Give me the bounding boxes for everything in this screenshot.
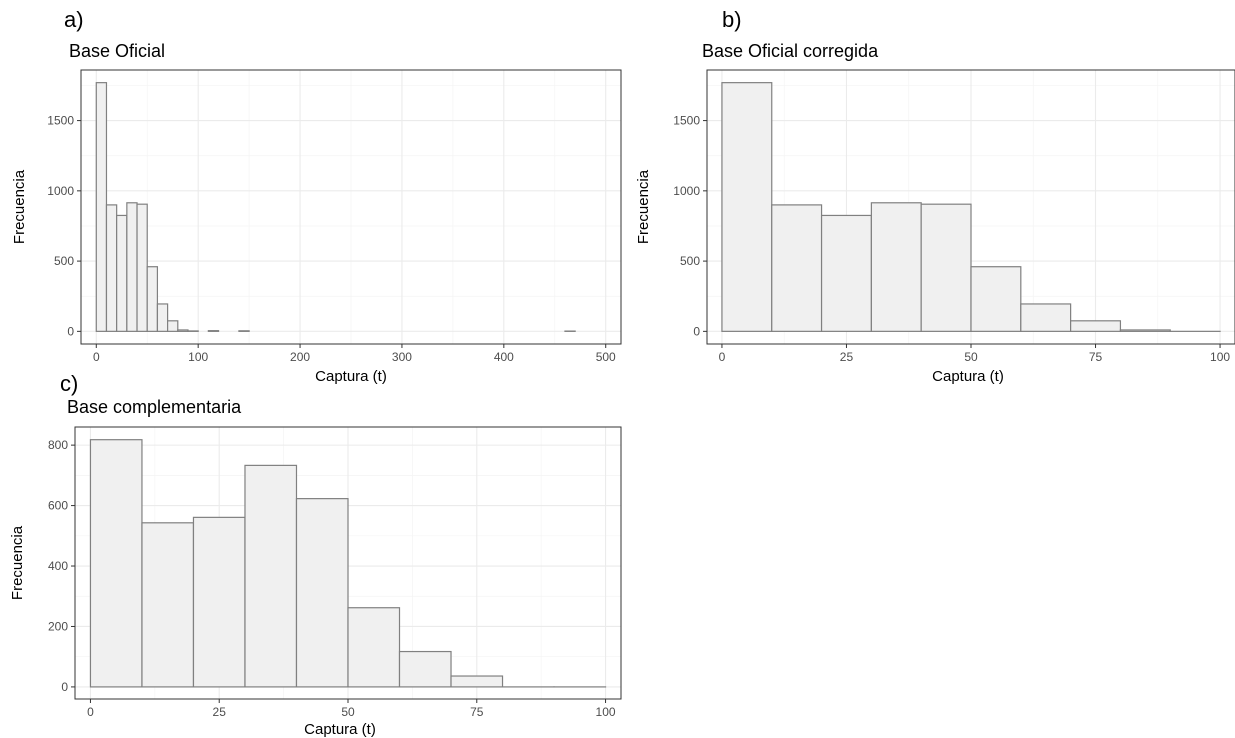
- y-tick-label: 1500: [673, 114, 700, 128]
- panel-title: Base Oficial: [69, 41, 165, 61]
- y-axis-label: Frecuencia: [9, 525, 26, 600]
- y-tick-label: 800: [48, 438, 68, 452]
- histogram-bar: [1119, 329, 1171, 332]
- histogram-bar: [136, 203, 148, 332]
- histogram-bar: [238, 330, 250, 332]
- panel-1: 0 100 200 300 400 500 0 500 1000 1500 a) Base Ofici…: [11, 7, 622, 385]
- x-tick-label: 75: [1089, 350, 1103, 364]
- y-axis-label: Frecuencia: [635, 169, 652, 244]
- x-tick-label: 100: [188, 350, 208, 364]
- y-tick-label: 400: [48, 559, 68, 573]
- x-axis-label: Captura (t): [304, 721, 376, 738]
- histogram-bar: [105, 204, 118, 332]
- y-tick-label: 200: [48, 619, 68, 633]
- histogram-bar: [450, 675, 504, 688]
- x-tick-label: 50: [341, 705, 355, 719]
- panel-border: [80, 69, 622, 345]
- x-tick-label: 25: [213, 705, 227, 719]
- histogram-bar: [347, 607, 401, 688]
- panel-3: 0 25 50 75 100 0 200 400 600 800 c)Base complement…: [9, 371, 622, 738]
- histogram-bar: [1020, 303, 1072, 332]
- histogram-bar: [970, 266, 1022, 332]
- y-tick-label: 0: [61, 680, 68, 694]
- histogram-bar: [721, 82, 773, 332]
- histogram-bar: [1070, 320, 1122, 332]
- histogram-bar: [870, 202, 922, 332]
- histogram-bar: [126, 202, 138, 332]
- y-tick-label: 0: [67, 324, 74, 338]
- histogram-bar: [295, 498, 349, 688]
- x-tick-label: 100: [1210, 350, 1230, 364]
- panel-title: Base Oficial corregida: [702, 41, 879, 61]
- histogram-bar: [146, 266, 159, 332]
- x-tick-label: 75: [470, 705, 484, 719]
- panel-letter: a): [64, 7, 84, 32]
- histogram-bar: [771, 204, 823, 332]
- histogram-bars: [89, 439, 607, 688]
- histogram-bar: [207, 330, 220, 332]
- x-tick-label: 500: [596, 350, 616, 364]
- histogram-bar: [116, 214, 128, 332]
- histogram-bar: [167, 320, 179, 332]
- y-tick-label: 500: [680, 254, 700, 268]
- y-tick-label: 600: [48, 499, 68, 513]
- x-tick-label: 400: [494, 350, 514, 364]
- histogram-bars: [721, 82, 1221, 332]
- x-tick-label: 0: [719, 350, 726, 364]
- x-tick-label: 50: [964, 350, 978, 364]
- histogram-bar: [95, 82, 108, 332]
- x-axis-label: Captura (t): [932, 368, 1004, 385]
- x-tick-label: 100: [596, 705, 616, 719]
- histogram-bar: [820, 214, 872, 332]
- x-tick-label: 200: [290, 350, 310, 364]
- panel-title: Base complementaria: [67, 397, 242, 417]
- x-tick-label: 25: [840, 350, 854, 364]
- histogram-bars: [95, 82, 576, 332]
- histogram-bar: [398, 650, 452, 688]
- y-tick-label: 500: [54, 254, 74, 268]
- panel-letter: b): [722, 7, 742, 32]
- histogram-bar: [920, 203, 972, 332]
- panel-letter: c): [60, 371, 78, 396]
- histogram-bar: [141, 522, 195, 688]
- histogram-bar: [89, 439, 143, 688]
- histogram-bar: [156, 303, 169, 332]
- x-tick-label: 300: [392, 350, 412, 364]
- y-tick-label: 1000: [47, 184, 74, 198]
- histogram-bar: [244, 464, 298, 688]
- x-tick-label: 0: [93, 350, 100, 364]
- y-tick-label: 1500: [47, 114, 74, 128]
- y-tick-label: 1000: [673, 184, 700, 198]
- y-axis-label: Frecuencia: [11, 169, 28, 244]
- histogram-bar: [192, 516, 246, 688]
- x-tick-label: 0: [87, 705, 94, 719]
- x-axis-label: Captura (t): [315, 368, 387, 385]
- histogram-bar: [177, 329, 189, 332]
- y-tick-label: 0: [693, 324, 700, 338]
